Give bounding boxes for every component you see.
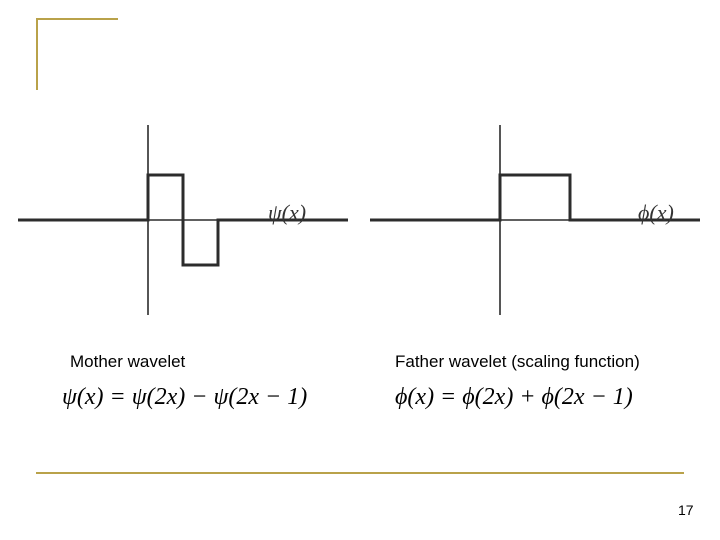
phi-axis-label: ϕ(x) <box>638 200 674 226</box>
father-wavelet-formula: ϕ(x) = ϕ(2x) + ϕ(2x − 1) <box>395 384 633 411</box>
mother-wavelet-formula: ψ(x) = ψ(2x) − ψ(2x − 1) <box>62 384 307 411</box>
page-number: 17 <box>678 502 694 518</box>
psi-axis-label: ψ(x) <box>268 200 306 226</box>
father-wavelet-chart: ϕ(x) <box>370 120 700 320</box>
top-left-frame <box>36 18 118 90</box>
father-wavelet-caption: Father wavelet (scaling function) <box>395 352 640 372</box>
bottom-rule <box>36 472 684 474</box>
mother-wavelet-chart: ψ(x) <box>18 120 348 320</box>
mother-wavelet-caption: Mother wavelet <box>70 352 185 372</box>
